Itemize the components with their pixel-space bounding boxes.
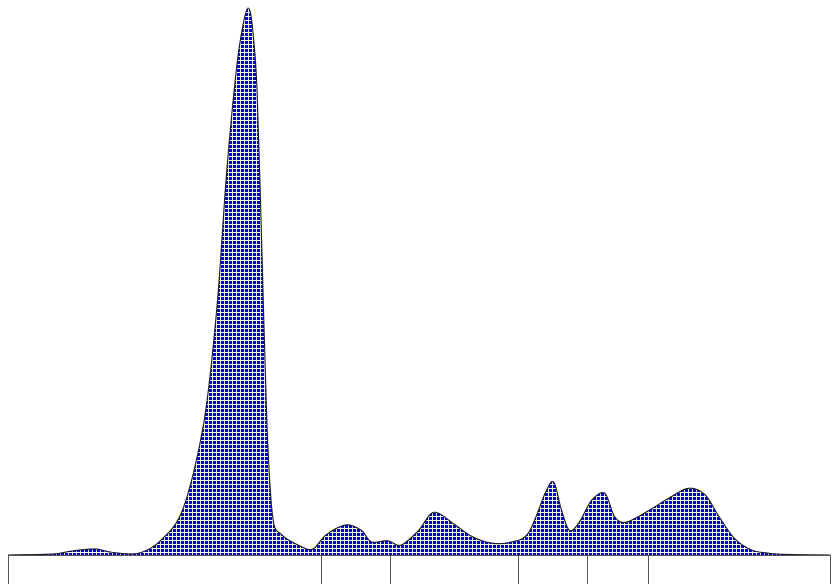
area-layer — [7, 7, 831, 556]
density-area-fill — [8, 8, 830, 555]
density-outline — [7, 7, 831, 556]
x-axis — [8, 555, 831, 584]
